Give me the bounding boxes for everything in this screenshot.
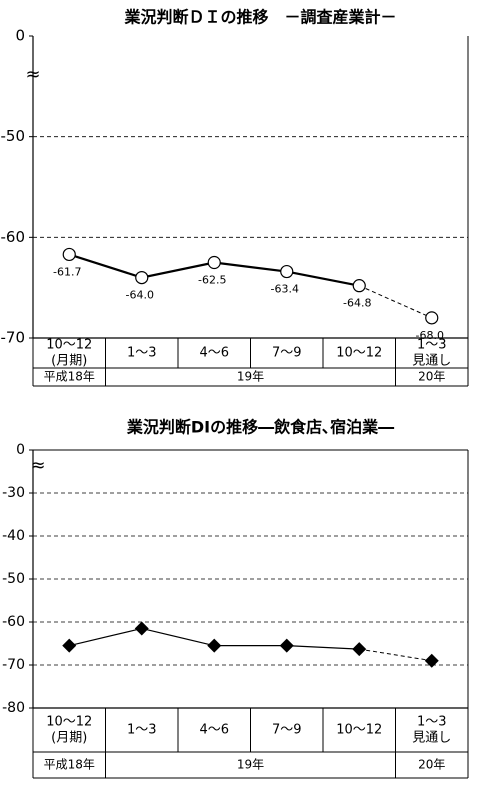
y-tick-label: -60 — [2, 614, 25, 630]
period-label: 平成18年 — [44, 758, 95, 772]
x-tick-label: 10～12 — [336, 723, 382, 738]
x-tick-label: 1～3 — [127, 723, 157, 738]
y-tick-label: 0 — [16, 442, 25, 458]
data-label: -64.8 — [343, 297, 371, 310]
chart-title: 業況判断ＤＩの推移 －調査産業計－ — [123, 8, 396, 27]
marker — [207, 638, 222, 653]
x-sub-label: (月期) — [51, 354, 87, 369]
y-tick-label: -50 — [2, 571, 25, 587]
y-tick-label: 0 — [15, 27, 25, 45]
y-tick-label: -60 — [1, 228, 26, 246]
x-sub-label: 見通し — [412, 731, 451, 746]
x-tick-label: 4～6 — [199, 346, 229, 361]
x-tick-label: 7～9 — [272, 346, 302, 361]
period-label: 平成18年 — [44, 370, 95, 384]
forecast-line — [359, 648, 432, 662]
marker — [134, 621, 149, 636]
y-tick-label: -80 — [2, 700, 25, 716]
marker — [425, 311, 439, 325]
data-label: -64.0 — [126, 289, 154, 302]
y-tick-label: -30 — [2, 485, 25, 501]
chart-title: 業況判断DIの推移―飲食店､宿泊業― — [126, 418, 394, 437]
y-tick-label: -70 — [2, 657, 25, 673]
x-tick-label: 1～3 — [417, 338, 447, 353]
forecast-line — [359, 285, 432, 319]
marker — [280, 264, 294, 279]
marker — [352, 279, 366, 293]
period-label: 20年 — [418, 758, 445, 772]
data-label: -62.5 — [198, 274, 226, 287]
x-tick-label: 4～6 — [199, 723, 229, 738]
y-tick-label: -50 — [1, 127, 26, 145]
marker — [352, 642, 367, 657]
data-label: -63.4 — [271, 283, 299, 296]
axis-break: ≈ — [25, 64, 40, 85]
marker — [424, 653, 439, 668]
x-sub-label: (月期) — [51, 731, 87, 746]
x-tick-label: 10～12 — [46, 338, 92, 353]
axis-break: ≈ — [30, 455, 45, 476]
period-label: 19年 — [237, 370, 264, 384]
marker — [135, 271, 149, 285]
x-tick-label: 1～3 — [127, 346, 157, 361]
x-sub-label: 見通し — [412, 354, 451, 369]
x-tick-label: 7～9 — [272, 723, 302, 738]
period-label: 19年 — [237, 758, 264, 772]
data-label: -68.0 — [416, 329, 444, 342]
period-label: 20年 — [418, 370, 445, 384]
data-label: -61.7 — [53, 265, 81, 278]
marker — [62, 247, 76, 262]
marker — [62, 638, 77, 653]
x-tick-label: 10～12 — [46, 715, 92, 730]
marker — [207, 255, 221, 270]
x-tick-label: 1～3 — [417, 715, 447, 730]
y-tick-label: -70 — [1, 329, 26, 347]
marker — [279, 638, 294, 653]
y-tick-label: -40 — [2, 528, 25, 544]
x-tick-label: 10～12 — [336, 346, 382, 361]
